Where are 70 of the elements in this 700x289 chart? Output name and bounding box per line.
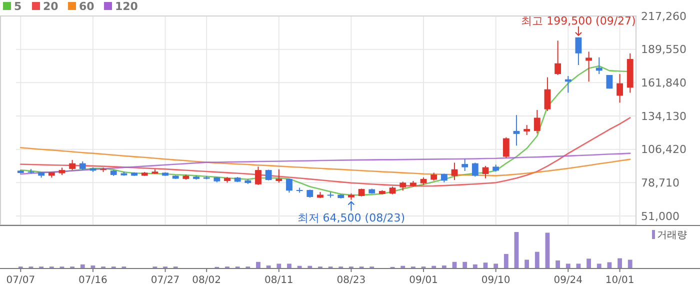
candlestick <box>544 76 551 112</box>
x-tick-label: 08/02 <box>192 275 221 286</box>
x-tick-label: 07/16 <box>78 275 108 286</box>
x-tick-label: 09/01 <box>409 275 438 286</box>
bar <box>266 265 271 268</box>
candlestick <box>586 51 592 82</box>
line-series <box>20 152 631 175</box>
candlestick <box>606 74 613 90</box>
candlestick <box>596 56 602 75</box>
y-tick-label: 78,710 <box>641 176 680 190</box>
annotation: 최저 64,500 (08/23) <box>297 212 406 225</box>
bar <box>534 252 540 268</box>
bar <box>566 264 570 268</box>
legend-label: 20 <box>43 0 59 13</box>
y-tick-label: 106,420 <box>641 143 686 156</box>
bar <box>483 262 488 268</box>
candlestick <box>462 158 468 172</box>
bar <box>524 260 530 268</box>
y-tick-label: 134,130 <box>641 110 686 123</box>
bar <box>462 262 468 268</box>
candlestick <box>69 159 76 171</box>
bar <box>545 232 550 268</box>
candlestick <box>575 36 582 66</box>
y-tick-label: 51,000 <box>641 210 680 223</box>
annotation: 최고 199,500 (09/27) <box>521 14 636 28</box>
legend-label: 거래량 <box>657 230 687 241</box>
candlestick <box>534 110 540 134</box>
x-tick-label: 07/27 <box>150 275 180 286</box>
candlestick <box>265 169 272 181</box>
candlestick <box>524 124 530 136</box>
bar <box>90 265 96 268</box>
candlestick <box>255 166 262 186</box>
bar <box>287 264 292 268</box>
y-tick-label: 217,260 <box>641 10 686 23</box>
bar <box>442 265 446 268</box>
bar <box>576 264 581 268</box>
legend-label: 60 <box>79 0 95 13</box>
bar <box>607 262 612 268</box>
candlestick <box>276 168 282 184</box>
legend-label: 120 <box>115 0 138 13</box>
bar <box>514 232 519 268</box>
bar <box>596 264 602 268</box>
bar <box>628 260 632 268</box>
candlestick <box>513 114 520 146</box>
x-tick-label: 09/10 <box>481 275 510 286</box>
bar <box>504 254 508 268</box>
bar <box>618 258 622 268</box>
x-tick-label: 10/01 <box>605 275 634 286</box>
x-tick-label: 09/24 <box>554 275 583 286</box>
legend-label: 5 <box>14 0 22 13</box>
bar <box>556 260 560 268</box>
candlestick <box>286 178 292 194</box>
candlestick <box>554 40 562 76</box>
y-tick-label: 161,840 <box>641 76 686 90</box>
candlestick <box>616 74 623 104</box>
line-series <box>20 117 631 187</box>
bar <box>276 264 282 268</box>
bar <box>494 264 498 268</box>
bar <box>80 264 85 268</box>
bar <box>586 258 591 268</box>
candlestick <box>451 162 458 181</box>
x-tick-label: 08/11 <box>264 275 294 286</box>
candlestick <box>482 165 489 179</box>
x-tick-label: 07/07 <box>6 275 36 286</box>
x-tick-label: 08/23 <box>336 275 366 286</box>
bar <box>256 262 260 268</box>
candlestick <box>472 162 478 178</box>
bar <box>472 264 478 268</box>
y-tick-label: 189,550 <box>641 43 686 56</box>
candlestick <box>502 136 510 159</box>
